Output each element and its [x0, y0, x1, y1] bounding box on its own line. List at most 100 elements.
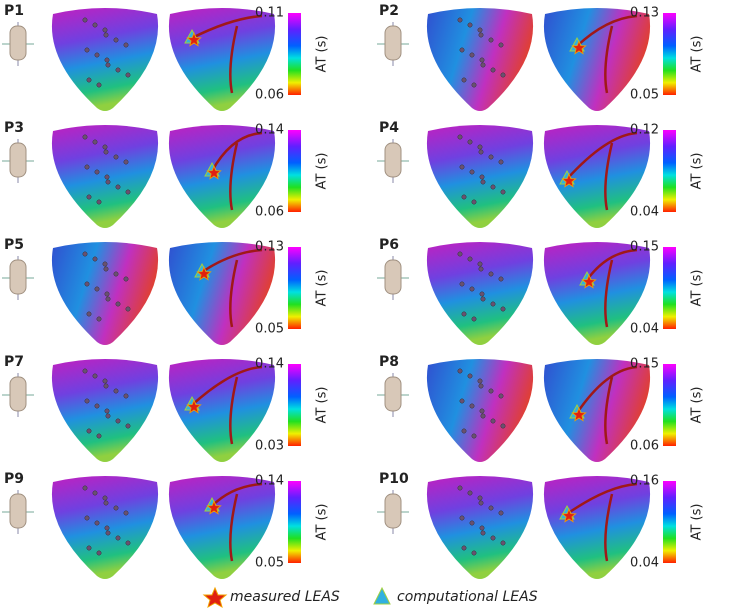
- electrode: [94, 403, 100, 409]
- panel-label: P8: [379, 354, 399, 370]
- panel-label: P9: [4, 471, 24, 487]
- electrode: [478, 32, 484, 38]
- torso-icon: [384, 25, 402, 61]
- electrode: [125, 72, 131, 78]
- electrode: [82, 485, 88, 491]
- electrode: [500, 72, 506, 78]
- panel: P7 0.14 0.03 AT (s): [2, 354, 330, 462]
- electrode: [488, 37, 494, 43]
- panel-label: P5: [4, 237, 24, 253]
- electrode: [105, 530, 111, 536]
- torso-icon: [9, 259, 27, 295]
- electrode: [479, 57, 485, 63]
- panel-label: P4: [379, 120, 399, 136]
- electrode: [105, 296, 111, 302]
- electrode: [82, 134, 88, 140]
- electrode: [457, 368, 463, 374]
- electrode: [467, 256, 473, 262]
- electrode: [488, 388, 494, 394]
- electrode: [498, 276, 504, 282]
- heart-map: [168, 242, 276, 345]
- electrode: [113, 154, 119, 160]
- electrode: [125, 540, 131, 546]
- electrode: [469, 403, 475, 409]
- legend-label: measured LEAS: [230, 589, 340, 605]
- panel: P3 0.14 0.06 AT (s): [2, 120, 330, 228]
- torso-icon: [9, 493, 27, 529]
- electrode: [457, 251, 463, 257]
- electrode: [477, 378, 483, 384]
- electrode: [467, 373, 473, 379]
- torso-icon: [384, 142, 402, 178]
- electrode: [477, 495, 483, 501]
- electrode: [102, 261, 108, 267]
- electrode: [500, 423, 506, 429]
- electrode: [96, 82, 102, 88]
- heart-map: [543, 125, 651, 228]
- colorbar-max: 0.16: [630, 474, 659, 489]
- electrode: [498, 393, 504, 399]
- colorbar: [663, 13, 676, 95]
- colorbar: [288, 481, 301, 563]
- colorbar-max: 0.15: [630, 240, 659, 255]
- panel: P2 0.13 0.05 AT (s): [377, 3, 705, 111]
- electrode: [459, 398, 465, 404]
- conduction-path: [191, 365, 263, 445]
- electrode: [479, 291, 485, 297]
- colorbar-min: 0.05: [255, 556, 284, 571]
- electrode: [478, 149, 484, 155]
- panel: P8 0.15 0.06 AT (s): [377, 354, 705, 462]
- electrode: [115, 184, 121, 190]
- electrode: [123, 393, 129, 399]
- electrode: [103, 266, 109, 272]
- electrode: [103, 32, 109, 38]
- colorbar: [288, 247, 301, 329]
- electrode: [113, 271, 119, 277]
- colorbar-max: 0.12: [630, 123, 659, 138]
- electrode: [479, 174, 485, 180]
- electrode: [94, 52, 100, 58]
- legend: measured LEAS computational LEAS: [202, 586, 538, 609]
- conduction-path: [191, 14, 263, 94]
- electrode: [96, 199, 102, 205]
- electrode: [103, 500, 109, 506]
- electrode: [459, 164, 465, 170]
- colorbar: [663, 130, 676, 212]
- panel: P9 0.14 0.05 AT (s): [2, 471, 330, 579]
- electrode: [84, 164, 90, 170]
- electrode: [113, 388, 119, 394]
- electrode: [477, 144, 483, 150]
- colorbar-min: 0.03: [255, 439, 284, 454]
- legend-label: computational LEAS: [397, 589, 538, 605]
- measured-marker: [186, 31, 202, 47]
- panel: P6 0.15 0.04 AT (s): [377, 237, 705, 345]
- electrode: [92, 490, 98, 496]
- heart-map: [543, 359, 651, 462]
- electrode: [471, 433, 477, 439]
- electrode: [478, 500, 484, 506]
- electrode: [461, 428, 467, 434]
- electrode: [467, 22, 473, 28]
- electrode: [461, 545, 467, 551]
- colorbar-title: AT (s): [690, 153, 705, 190]
- colorbar-max: 0.15: [630, 357, 659, 372]
- electrode: [490, 535, 496, 541]
- conduction-path: [211, 482, 263, 562]
- heart-map: [543, 242, 651, 345]
- electrode: [471, 316, 477, 322]
- panel-label: P10: [379, 471, 409, 487]
- electrode: [125, 306, 131, 312]
- electrode: [457, 485, 463, 491]
- electrode: [498, 42, 504, 48]
- heart-map: [543, 476, 651, 579]
- conduction-path: [566, 482, 638, 562]
- colorbar-title: AT (s): [690, 270, 705, 307]
- colorbar-max: 0.14: [255, 123, 284, 138]
- measured-marker: [581, 273, 597, 289]
- electrode: [123, 159, 129, 165]
- heart-map: [168, 359, 276, 462]
- electrode: [469, 52, 475, 58]
- electrode: [479, 408, 485, 414]
- colorbar-max: 0.14: [255, 474, 284, 489]
- electrode: [469, 286, 475, 292]
